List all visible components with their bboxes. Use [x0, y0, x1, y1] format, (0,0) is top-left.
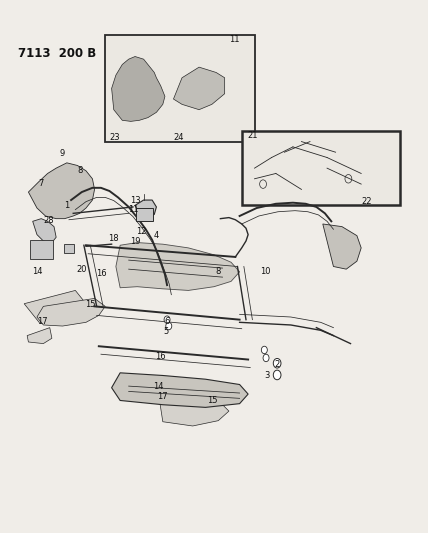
Polygon shape	[323, 224, 361, 269]
Text: 1: 1	[64, 201, 69, 210]
Bar	[242, 131, 400, 205]
Text: 13: 13	[130, 196, 140, 205]
Circle shape	[166, 322, 172, 330]
Text: 20: 20	[77, 265, 87, 273]
Text: 14: 14	[153, 382, 164, 391]
Text: 8: 8	[216, 268, 221, 276]
Circle shape	[262, 346, 268, 354]
Text: 28: 28	[43, 216, 54, 225]
Text: 5: 5	[163, 327, 169, 336]
Text: 8: 8	[77, 166, 82, 175]
Text: 21: 21	[247, 131, 258, 140]
Text: 7113  200 B: 7113 200 B	[18, 46, 96, 60]
Text: 16: 16	[95, 269, 106, 278]
Text: 12: 12	[136, 228, 147, 237]
Polygon shape	[27, 328, 52, 344]
Text: 17: 17	[157, 392, 167, 401]
Text: 24: 24	[173, 133, 184, 142]
Text: 23: 23	[110, 133, 120, 142]
Polygon shape	[37, 298, 105, 326]
Bar	[105, 35, 255, 142]
Polygon shape	[173, 67, 225, 110]
Text: 15: 15	[85, 300, 95, 309]
Polygon shape	[28, 163, 95, 219]
Text: 10: 10	[260, 268, 270, 276]
Polygon shape	[135, 200, 156, 217]
Text: 6: 6	[164, 317, 170, 326]
Polygon shape	[33, 219, 56, 243]
Text: 17: 17	[37, 317, 48, 326]
Circle shape	[164, 316, 170, 324]
Text: 15: 15	[207, 396, 217, 405]
Polygon shape	[112, 56, 165, 122]
Bar	[64, 244, 74, 253]
Text: 18: 18	[108, 234, 119, 243]
Polygon shape	[112, 373, 248, 407]
Text: 16: 16	[155, 352, 166, 361]
Circle shape	[263, 354, 269, 362]
Text: 3: 3	[265, 371, 270, 380]
Text: 4: 4	[154, 231, 159, 240]
Text: 9: 9	[60, 149, 65, 158]
Text: 11: 11	[128, 205, 138, 214]
Bar	[137, 208, 152, 221]
Polygon shape	[24, 290, 84, 322]
Text: 22: 22	[361, 197, 372, 206]
Text: 14: 14	[32, 268, 42, 276]
Circle shape	[273, 359, 281, 368]
Text: 19: 19	[130, 237, 140, 246]
Text: 7: 7	[39, 179, 44, 188]
Text: 11: 11	[229, 35, 239, 44]
Text: 2: 2	[274, 360, 280, 369]
Circle shape	[273, 370, 281, 379]
Polygon shape	[158, 394, 229, 426]
Polygon shape	[116, 243, 240, 290]
Bar	[30, 240, 53, 259]
